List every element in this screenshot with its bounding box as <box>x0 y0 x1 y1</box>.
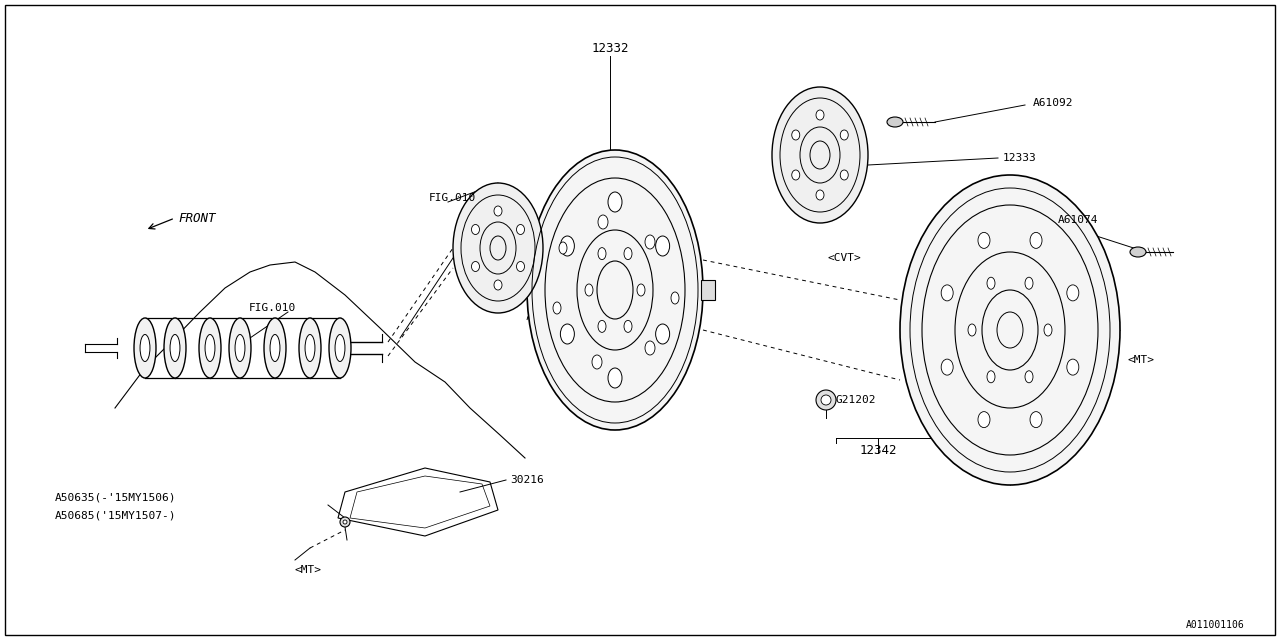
Ellipse shape <box>1030 412 1042 428</box>
Ellipse shape <box>645 235 655 249</box>
Ellipse shape <box>343 520 347 524</box>
Text: A011001106: A011001106 <box>1187 620 1245 630</box>
Ellipse shape <box>598 248 605 260</box>
Ellipse shape <box>140 335 150 362</box>
Ellipse shape <box>598 321 605 332</box>
Polygon shape <box>338 468 498 536</box>
Text: <MT>: <MT> <box>294 565 321 575</box>
Ellipse shape <box>968 324 977 336</box>
Ellipse shape <box>671 292 678 304</box>
Text: 30216: 30216 <box>509 475 544 485</box>
Ellipse shape <box>527 150 703 430</box>
Ellipse shape <box>229 318 251 378</box>
Ellipse shape <box>335 335 344 362</box>
Ellipse shape <box>608 192 622 212</box>
Ellipse shape <box>494 280 502 290</box>
Ellipse shape <box>471 225 480 234</box>
Ellipse shape <box>792 170 800 180</box>
Ellipse shape <box>1044 324 1052 336</box>
Text: A61074: A61074 <box>1059 215 1098 225</box>
Text: A50635(-'15MY1506): A50635(-'15MY1506) <box>55 493 177 503</box>
Text: FIG.010: FIG.010 <box>429 193 476 203</box>
Ellipse shape <box>637 284 645 296</box>
Ellipse shape <box>772 87 868 223</box>
Ellipse shape <box>553 302 561 314</box>
Ellipse shape <box>300 318 321 378</box>
Ellipse shape <box>1025 371 1033 383</box>
Text: FIG.010: FIG.010 <box>248 303 296 313</box>
Ellipse shape <box>817 390 836 410</box>
Text: A50685('15MY1507-): A50685('15MY1507-) <box>55 511 177 521</box>
Ellipse shape <box>1066 359 1079 375</box>
Ellipse shape <box>817 110 824 120</box>
Ellipse shape <box>164 318 186 378</box>
Text: 12342: 12342 <box>859 444 897 456</box>
Ellipse shape <box>887 117 902 127</box>
Ellipse shape <box>236 335 244 362</box>
Ellipse shape <box>598 215 608 229</box>
Text: 12332: 12332 <box>591 42 628 54</box>
Ellipse shape <box>198 318 221 378</box>
Ellipse shape <box>134 318 156 378</box>
Ellipse shape <box>1066 285 1079 301</box>
Ellipse shape <box>941 359 954 375</box>
Text: A61092: A61092 <box>1033 98 1074 108</box>
Ellipse shape <box>170 335 180 362</box>
Ellipse shape <box>305 335 315 362</box>
Ellipse shape <box>561 324 575 344</box>
Ellipse shape <box>1030 232 1042 248</box>
Ellipse shape <box>900 175 1120 485</box>
Ellipse shape <box>517 225 525 234</box>
Ellipse shape <box>987 371 995 383</box>
Ellipse shape <box>625 248 632 260</box>
Ellipse shape <box>645 341 655 355</box>
Ellipse shape <box>840 130 849 140</box>
Ellipse shape <box>608 368 622 388</box>
Ellipse shape <box>270 335 280 362</box>
Ellipse shape <box>453 183 543 313</box>
Ellipse shape <box>655 324 669 344</box>
Text: <MT>: <MT> <box>1128 355 1155 365</box>
Ellipse shape <box>978 232 989 248</box>
Ellipse shape <box>655 236 669 256</box>
Text: <CVT>: <CVT> <box>828 253 861 263</box>
Ellipse shape <box>591 355 602 369</box>
Text: 12333: 12333 <box>1004 153 1037 163</box>
Ellipse shape <box>205 335 215 362</box>
Ellipse shape <box>471 262 480 271</box>
Ellipse shape <box>517 262 525 271</box>
Text: G21202: G21202 <box>835 395 876 405</box>
Ellipse shape <box>264 318 285 378</box>
Ellipse shape <box>1130 247 1146 257</box>
Ellipse shape <box>1025 277 1033 289</box>
Ellipse shape <box>561 236 575 256</box>
Text: FRONT: FRONT <box>178 211 215 225</box>
Ellipse shape <box>340 517 349 527</box>
Ellipse shape <box>820 395 831 405</box>
Ellipse shape <box>585 284 593 296</box>
Bar <box>701 280 716 300</box>
Ellipse shape <box>941 285 954 301</box>
Ellipse shape <box>987 277 995 289</box>
Ellipse shape <box>625 321 632 332</box>
Ellipse shape <box>978 412 989 428</box>
Ellipse shape <box>329 318 351 378</box>
Ellipse shape <box>840 170 849 180</box>
Ellipse shape <box>792 130 800 140</box>
Ellipse shape <box>559 242 567 254</box>
Ellipse shape <box>817 190 824 200</box>
Ellipse shape <box>494 206 502 216</box>
